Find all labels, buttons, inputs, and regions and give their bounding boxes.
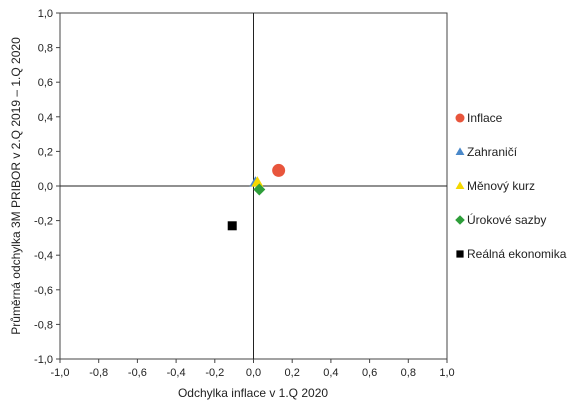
legend-marker-menovy-kurz	[455, 181, 465, 189]
y-tick-label: 0,0	[38, 181, 53, 193]
legend-marker-zahranici	[455, 147, 465, 155]
y-tick-label: -0,8	[34, 319, 53, 331]
point-inflace	[272, 163, 286, 177]
y-tick-label: -0,2	[34, 216, 53, 228]
y-tick-label: -0,6	[34, 285, 53, 297]
x-tick-label: -0,6	[128, 367, 147, 379]
data-points	[227, 163, 286, 231]
legend-label-inflace: Inflace	[467, 111, 503, 125]
point-realna-ekonomika	[227, 221, 237, 231]
x-tick-label: 1,0	[439, 367, 454, 379]
x-tick-label: -0,2	[205, 367, 224, 379]
y-tick-label: 1,0	[38, 8, 53, 20]
x-tick-label: 0,4	[323, 367, 338, 379]
legend-label-menovy-kurz: Měnový kurz	[467, 179, 535, 193]
x-tick-label: -0,4	[167, 367, 186, 379]
y-tick-label: -1,0	[34, 354, 53, 366]
x-tick-label: -0,8	[89, 367, 108, 379]
y-axis-title: Průměrná odchylka 3M PRIBOR v 2.Q 2019 –…	[9, 37, 23, 335]
point-menovy-kurz	[251, 176, 264, 187]
y-tick-label: 0,4	[38, 112, 53, 124]
y-tick-label: 0,8	[38, 43, 53, 55]
x-axis-title: Odchylka inflace v 1.Q 2020	[178, 386, 328, 400]
x-tick-label: 0,6	[362, 367, 377, 379]
y-tick-label: 0,6	[38, 77, 53, 89]
legend-label-realna-ekonomika: Reálná ekonomika	[467, 247, 567, 261]
legend-marker-realna-ekonomika	[456, 250, 464, 258]
tick-labels: -1,0 -0,8 -0,6 -0,4 -0,2 0,0 0,2 0,4 0,6 0,8 1,0 1,…	[34, 8, 455, 379]
x-tick-label: -1,0	[51, 367, 70, 379]
legend-label-zahranici: Zahraničí	[467, 145, 518, 159]
point-urokove-sazby	[253, 183, 266, 196]
legend: Inflace Zahraničí Měnový kurz Úrokové sazby…	[455, 111, 567, 261]
x-tick-label: 0,0	[246, 367, 261, 379]
y-tick-label: 0,2	[38, 146, 53, 158]
legend-label-urokove-sazby: Úrokové sazby	[467, 212, 546, 227]
y-tick-label: -0,4	[34, 250, 53, 262]
x-tick-label: 0,2	[285, 367, 300, 379]
legend-marker-urokove-sazby	[455, 215, 465, 225]
legend-marker-inflace	[455, 113, 465, 123]
x-tick-label: 0,8	[401, 367, 416, 379]
